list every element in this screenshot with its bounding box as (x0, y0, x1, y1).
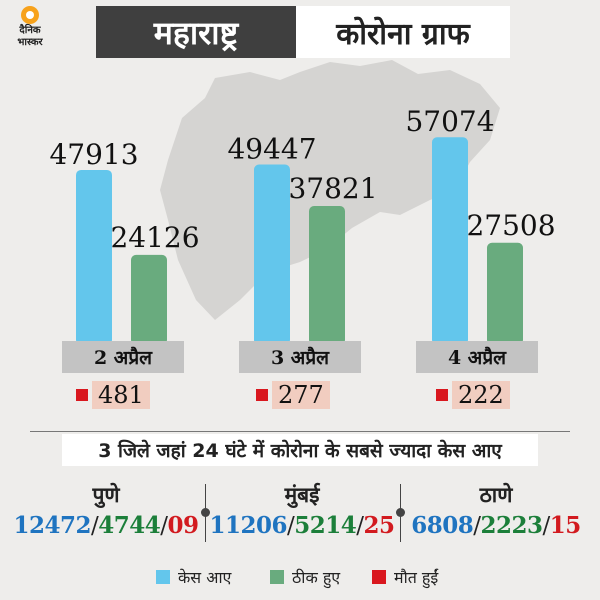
data-label-recovered: 37821 (288, 172, 377, 205)
separator: / (356, 513, 364, 539)
district-name: ठाणे (479, 483, 513, 507)
deaths-value: 222 (452, 381, 510, 409)
district-pune: पुणे 12472/4744/09 (8, 480, 204, 542)
district-recovered: 5214 (294, 512, 357, 539)
divider-dot (201, 508, 210, 517)
district-thane: ठाणे 6808/2223/15 (398, 480, 594, 542)
district-mumbai: मुंबई 11206/5214/25 (204, 480, 400, 542)
legend-swatch (156, 570, 170, 584)
category-label-1: 2 अप्रैल (62, 341, 184, 373)
districts-title: 3 जिले जहां 24 घंटे में कोरोना के सबसे ज… (62, 434, 538, 466)
separator: / (473, 513, 481, 539)
logo-text-line1: दैनिक (19, 25, 41, 36)
bar-recovered (131, 254, 167, 345)
bar-recovered (309, 205, 345, 345)
data-label-recovered: 24126 (110, 221, 199, 254)
deaths-value: 277 (272, 381, 330, 409)
district-cases: 12472 (13, 512, 91, 539)
divider-dot (396, 508, 405, 517)
bar-cases (432, 137, 468, 345)
district-stats: 11206/5214/25 (204, 510, 400, 542)
district-cases: 11206 (209, 512, 287, 539)
deaths-marker-icon (256, 389, 268, 401)
deaths-label-1: 481 (76, 380, 160, 410)
dainik-bhaskar-logo: दैनिक भास्कर (8, 6, 52, 52)
legend-label: मौत हुईं (394, 568, 439, 587)
bar-chart: 47913 24126 49447 37821 57074 27508 (49, 105, 556, 345)
data-label-recovered: 27508 (466, 209, 555, 242)
deaths-marker-icon (76, 389, 88, 401)
legend-item-recovered: ठीक हुए (270, 566, 340, 588)
district-cases: 6808 (411, 512, 474, 539)
page-title: कोरोना ग्राफ (296, 6, 510, 58)
separator: / (160, 513, 168, 539)
district-name: मुंबई (284, 483, 320, 507)
district-name: पुणे (92, 483, 120, 507)
deaths-marker-icon (436, 389, 448, 401)
bar-recovered (487, 242, 523, 345)
legend-swatch (372, 570, 386, 584)
state-title: महाराष्ट्र (96, 6, 296, 58)
separator: / (542, 513, 551, 539)
legend-item-cases: केस आए (156, 566, 231, 588)
section-divider (30, 431, 570, 432)
legend-item-deaths: मौत हुईं (372, 566, 438, 588)
district-stats: 12472/4744/09 (8, 510, 204, 542)
sun-icon (21, 6, 39, 24)
district-recovered: 4744 (98, 512, 161, 539)
logo-text-line2: भास्कर (17, 37, 43, 48)
deaths-value: 481 (92, 381, 150, 409)
data-label-cases: 47913 (49, 138, 138, 171)
bar-cases (254, 164, 290, 345)
separator: / (91, 513, 99, 539)
district-recovered: 2223 (480, 512, 543, 539)
district-deaths: 25 (363, 512, 396, 539)
data-label-cases: 57074 (405, 105, 494, 138)
legend-swatch (270, 570, 284, 584)
data-label-cases: 49447 (227, 132, 316, 165)
legend-label: ठीक हुए (292, 568, 341, 587)
legend-label: केस आए (178, 568, 232, 587)
district-stats: 6808/2223/15 (398, 510, 594, 542)
bar-cases (76, 169, 112, 345)
district-deaths: 15 (549, 512, 582, 539)
deaths-label-3: 222 (436, 380, 520, 410)
deaths-label-2: 277 (256, 380, 340, 410)
category-label-2: 3 अप्रैल (239, 341, 361, 373)
separator: / (287, 513, 295, 539)
category-label-3: 4 अप्रैल (416, 341, 538, 373)
district-deaths: 09 (167, 512, 200, 539)
